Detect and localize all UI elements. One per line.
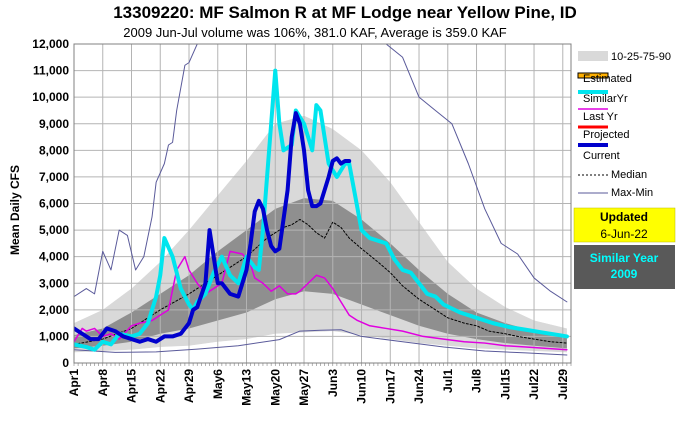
legend-label-projected: Projected — [583, 129, 629, 141]
y-tick-label: 5,000 — [39, 223, 69, 237]
legend-label-current: Current — [583, 150, 620, 162]
x-tick-label: May13 — [240, 369, 254, 406]
updated-date: 6-Jun-22 — [600, 227, 648, 241]
plot-frame — [73, 43, 572, 364]
x-tick-label: May6 — [211, 369, 225, 399]
legend-label-estimated: Estimated — [583, 73, 632, 85]
x-tick-label: Jun3 — [326, 369, 340, 397]
x-axis-ticks: Apr1 Apr8 Apr15 Apr22 Apr29 May6 May13 May20 May… — [67, 369, 570, 406]
y-tick-label: 7,000 — [39, 170, 69, 184]
series-median — [74, 218, 568, 345]
x-tick-label: Apr29 — [182, 369, 196, 403]
y-tick-label: 2,000 — [39, 303, 69, 317]
updated-label: Updated — [600, 210, 648, 224]
legend-label-similar: SimilarYr — [583, 93, 628, 105]
x-tick-label: Jul29 — [556, 369, 570, 400]
y-tick-label: 1,000 — [39, 329, 69, 343]
band-25-75 — [74, 198, 567, 349]
legend-label-lastyr: Last Yr — [583, 111, 618, 123]
chart-title: 13309220: MF Salmon R at MF Lodge near Y… — [113, 3, 577, 22]
x-tick-label: Jul15 — [498, 369, 512, 400]
series-current — [74, 111, 352, 344]
x-tick-label: Jun17 — [383, 369, 397, 404]
y-tick-label: 8,000 — [39, 143, 69, 157]
x-tick-label: Apr1 — [67, 369, 81, 397]
x-tick-label: May20 — [268, 369, 282, 406]
legend-label-maxmin: Max-Min — [611, 187, 653, 199]
updated-box — [573, 207, 676, 243]
series-lines — [74, 44, 569, 356]
x-tick-label: Jul1 — [441, 369, 455, 393]
similar-year-label: Similar Year — [590, 251, 659, 265]
band-0-10 — [74, 331, 567, 363]
x-tick-label: Jun10 — [355, 369, 369, 404]
similar-year-value: 2009 — [611, 267, 638, 281]
legend-label-median: Median — [611, 169, 647, 181]
y-tick-label: 3,000 — [39, 276, 69, 290]
legend-label-bands: 10-25-75-90 — [611, 51, 671, 63]
legend-swatch-bands — [578, 51, 608, 61]
series-max — [74, 44, 568, 303]
y-tick-label: 0 — [62, 356, 69, 370]
y-tick-label: 11,000 — [33, 64, 69, 78]
similar-year-box — [574, 245, 675, 289]
x-tick-label: Jul8 — [470, 369, 484, 393]
x-tick-label: Apr15 — [125, 369, 139, 403]
y-tick-label: 9,000 — [39, 117, 69, 131]
legend: 10-25-75-90 Estimated SimilarYr Last Yr … — [577, 51, 671, 199]
y-tick-label: 12,000 — [32, 37, 69, 51]
y-tick-label: 10,000 — [32, 90, 69, 104]
x-tick-label: Apr8 — [96, 369, 110, 397]
y-tick-label: 6,000 — [39, 197, 69, 211]
series-last-year — [74, 250, 568, 351]
y-axis-ticks: 0 1,000 2,000 3,000 4,000 5,000 6,000 7,000 8,00… — [32, 37, 69, 370]
x-tick-label: Jul22 — [527, 369, 541, 400]
y-axis-label: Mean Daily CFS — [8, 165, 22, 255]
x-tick-label: Jun24 — [412, 369, 426, 404]
x-tick-label: Apr22 — [153, 369, 167, 403]
y-tick-label: 4,000 — [39, 250, 69, 264]
series-min — [74, 329, 568, 356]
series-similar-year — [74, 68, 569, 352]
chart-subtitle: 2009 Jun-Jul volume was 106%, 381.0 KAF,… — [123, 25, 507, 40]
legend-swatch-estimated — [577, 72, 609, 79]
x-tick-label: May27 — [297, 369, 311, 406]
